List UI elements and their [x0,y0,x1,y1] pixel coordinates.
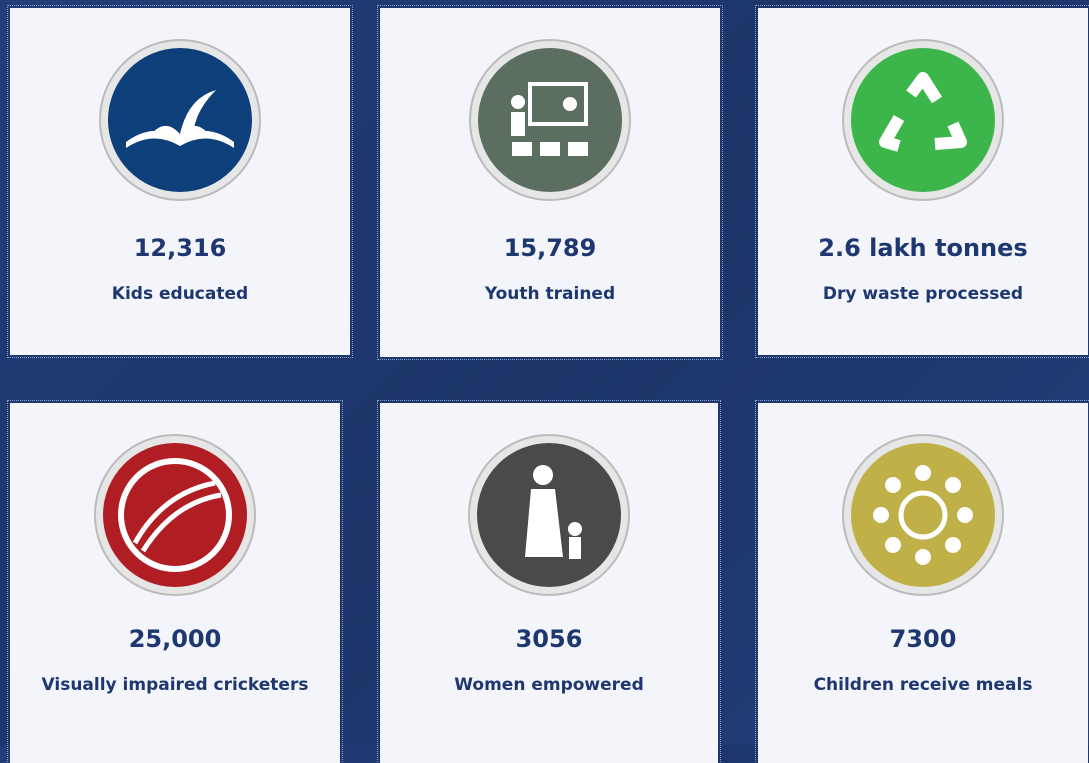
card: 2.6 lakh tonnes Dry waste processed [755,5,1089,358]
stat-label: Kids educated [111,284,249,304]
card: 7300 Children receive meals [755,400,1089,763]
icon [94,434,256,596]
stat-label: Women empowered [454,675,644,695]
card: 25,000 Visually impaired cricketers [7,400,343,763]
stat-value: 15,789 [503,234,597,262]
stat-label: Dry waste processed [822,284,1024,304]
icon [842,434,1004,596]
icon [842,39,1004,201]
icon [99,39,261,201]
stat-value: 25,000 [128,625,222,653]
stat-label: Children receive meals [813,675,1033,695]
card: 15,789 Youth trained [377,5,723,360]
stat-value: 3056 [515,625,583,653]
stat-value: 7300 [889,625,957,653]
stat-value: 2.6 lakh tonnes [818,234,1028,262]
card: 12,316 Kids educated [7,5,353,358]
card: 3056 Women empowered [377,400,721,763]
stat-label: Visually impaired cricketers [41,675,309,695]
stat-value: 12,316 [133,234,227,262]
icon [469,39,631,201]
stat-label: Youth trained [484,284,616,304]
icon [468,434,630,596]
